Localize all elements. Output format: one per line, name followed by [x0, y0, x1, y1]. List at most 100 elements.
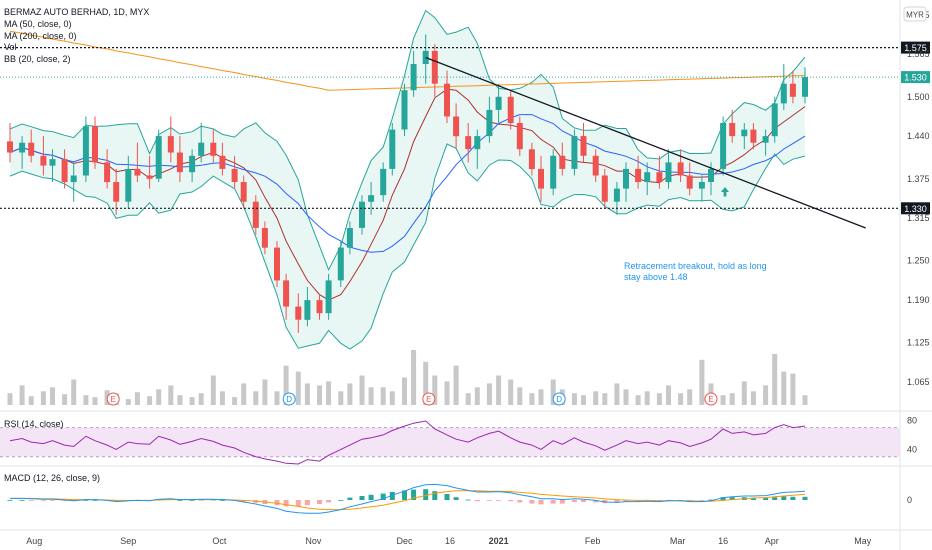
candle: [261, 221, 268, 255]
macd-histogram-bar: [763, 498, 769, 500]
annotation-line-1: Retracement breakout, hold as long: [624, 261, 767, 271]
macd-histogram-bar: [508, 500, 514, 502]
candle: [337, 241, 344, 287]
candle-body: [422, 50, 429, 64]
earnings-marker[interactable]: E: [704, 392, 718, 406]
volume-bar: [432, 375, 438, 405]
candle-body: [559, 155, 566, 169]
volume-bar: [380, 387, 386, 405]
dividend-marker[interactable]: D: [552, 392, 566, 406]
candle: [104, 149, 111, 189]
candle: [741, 123, 748, 150]
dividend-marker[interactable]: D: [282, 392, 296, 406]
macd-pane: 0: [7, 483, 912, 514]
volume-bar: [274, 391, 280, 406]
candle-body: [325, 280, 332, 314]
legend-ma200[interactable]: MA (200, close, 0): [4, 31, 77, 41]
volume-bar: [241, 383, 247, 405]
currency-label: MYR: [906, 11, 924, 20]
currency-badge[interactable]: MYR: [903, 6, 927, 22]
macd-histogram-bar: [359, 496, 365, 500]
macd-histogram-bar: [92, 500, 98, 501]
candle-body: [592, 155, 599, 176]
symbol-label: BERMAZ AUTO BERHAD, 1D, MYX: [4, 7, 149, 17]
candle: [28, 129, 35, 163]
candle: [729, 109, 736, 143]
trendline[interactable]: [425, 56, 866, 229]
legend-rsi[interactable]: RSI (14, close): [4, 419, 64, 429]
volume-bar: [444, 381, 450, 405]
time-tick-label: Mar: [670, 536, 686, 546]
macd-histogram-bar: [772, 497, 778, 500]
volume-bar: [802, 395, 808, 405]
candle: [592, 149, 599, 182]
candle-body: [444, 83, 450, 117]
candle-body: [613, 188, 620, 202]
candle: [49, 149, 56, 182]
macd-histogram-bar: [219, 500, 225, 501]
candle-body: [538, 168, 544, 189]
volume-bar: [347, 383, 353, 405]
candle: [720, 116, 727, 176]
volume-bar: [538, 389, 544, 405]
event-marker-circle: [282, 392, 296, 406]
event-marker-circle: [106, 392, 120, 406]
volume-bar: [40, 391, 46, 406]
macd-histogram-bar: [720, 497, 726, 500]
candle: [295, 293, 302, 333]
price-tick-label: 1.190: [907, 295, 930, 305]
volume-bar: [741, 381, 747, 405]
candle-body: [453, 116, 460, 137]
candle: [92, 116, 98, 169]
candle-body: [550, 155, 557, 189]
rsi-line: [9, 420, 806, 465]
macd-histogram-bar: [19, 500, 25, 501]
volume-bar: [253, 391, 259, 406]
volume-bar: [656, 393, 662, 405]
candle: [134, 142, 141, 182]
volume-bar: [368, 387, 374, 405]
volume-bar: [92, 397, 98, 405]
candle-body: [762, 136, 769, 143]
time-tick-label: Sep: [120, 536, 136, 546]
candle: [422, 34, 429, 84]
candle: [474, 129, 481, 169]
volume-bar: [623, 389, 629, 405]
volume-bar: [304, 383, 310, 405]
price-tick-label: 1.565: [907, 49, 930, 59]
legend-bb[interactable]: BB (20, close, 2): [4, 54, 71, 64]
candle: [465, 123, 472, 163]
candle-body: [720, 123, 727, 169]
legend-vol[interactable]: Vol: [4, 42, 17, 52]
legend-ma50[interactable]: MA (50, close, 0): [4, 19, 72, 29]
candle-body: [665, 162, 672, 183]
candle: [571, 129, 578, 176]
volume-bar: [678, 393, 684, 405]
candle-body: [70, 175, 77, 183]
earnings-marker[interactable]: E: [422, 392, 436, 406]
candle-body: [189, 155, 196, 173]
candle: [516, 116, 523, 156]
candle-body: [61, 159, 68, 183]
volume-bar: [486, 383, 492, 405]
macd-histogram-bar: [474, 500, 480, 502]
candle-body: [274, 247, 280, 281]
volume-bar: [402, 377, 407, 405]
macd-histogram-bar: [432, 491, 438, 500]
ma200-line: [9, 30, 806, 91]
volume-bar: [411, 350, 417, 405]
event-marker-circle: [552, 392, 566, 406]
candle: [698, 175, 705, 202]
legend-macd[interactable]: MACD (12, 26, close, 9): [4, 473, 100, 483]
time-axis: Aug Sep Oct Nov Dec 16 2021 Feb Mar 16 Apr May: [26, 536, 871, 546]
candlesticks: [7, 34, 808, 333]
earnings-marker[interactable]: E: [106, 392, 120, 406]
macd-histogram-bar: [389, 492, 395, 500]
volume-bar: [338, 391, 344, 406]
volume-bar: [453, 365, 459, 405]
macd-histogram-bar: [368, 494, 374, 500]
candle-body: [146, 175, 153, 179]
level-label-text: 1.575: [904, 43, 927, 53]
candle: [486, 96, 493, 143]
